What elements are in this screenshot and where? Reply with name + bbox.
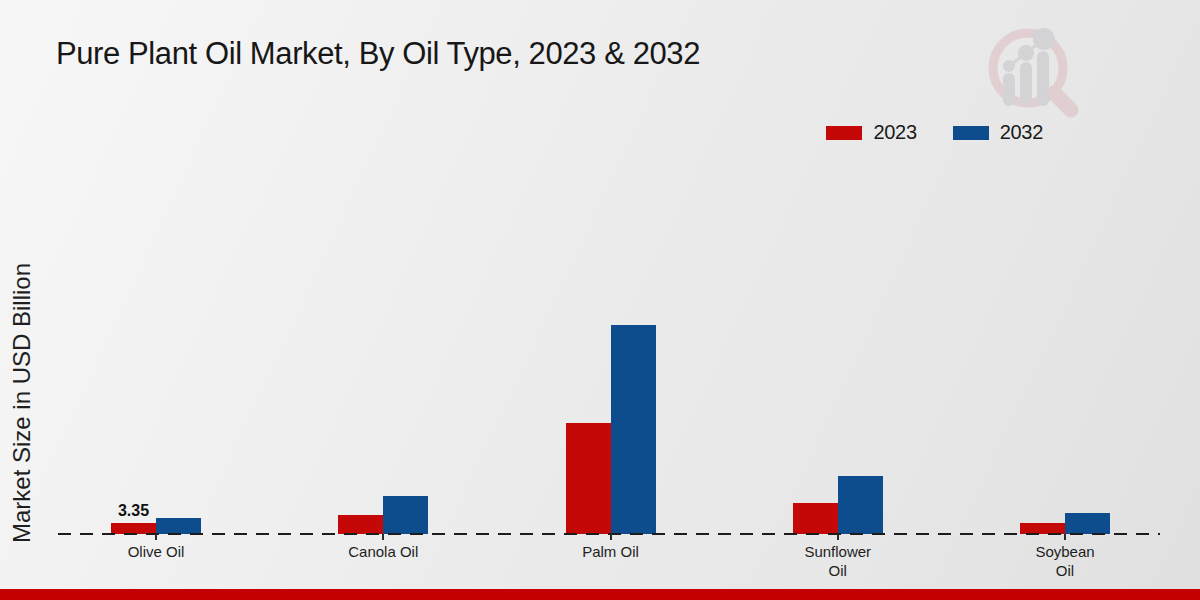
data-label: 3.35	[111, 502, 156, 520]
category-label-olive-oil: Olive Oil	[96, 542, 216, 561]
axis-tick-palm-oil	[610, 534, 612, 540]
bar-2032-olive-oil	[156, 518, 201, 534]
bar-2032-palm-oil	[611, 325, 656, 534]
bar-2023-palm-oil	[566, 423, 611, 534]
bar-2023-canola-oil	[338, 515, 383, 534]
category-label-soybean-oil: SoybeanOil	[1005, 542, 1125, 580]
chart-canvas: Pure Plant Oil Market, By Oil Type, 2023…	[0, 0, 1200, 600]
magnifier-bar-chart-logo-icon	[983, 24, 1091, 119]
bar-2023-sunflower-oil	[793, 503, 838, 534]
axis-tick-sunflower-oil	[837, 534, 839, 540]
bar-2032-soybean-oil	[1065, 513, 1110, 534]
bar-2032-sunflower-oil	[838, 476, 883, 534]
axis-tick-canola-oil	[382, 534, 384, 540]
axis-tick-olive-oil	[155, 534, 157, 540]
category-label-palm-oil: Palm Oil	[551, 542, 671, 561]
bar-2032-canola-oil	[383, 496, 428, 534]
footer-accent-bar	[0, 589, 1200, 600]
category-label-sunflower-oil: SunflowerOil	[778, 542, 898, 580]
axis-tick-soybean-oil	[1064, 534, 1066, 540]
category-label-canola-oil: Canola Oil	[323, 542, 443, 561]
